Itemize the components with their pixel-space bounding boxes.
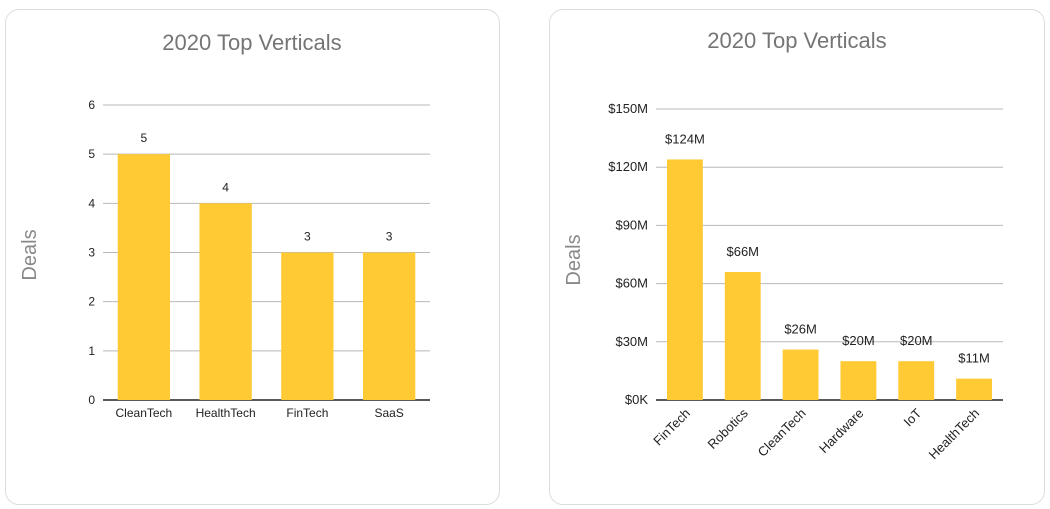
y-tick-label: 5 bbox=[88, 147, 95, 161]
y-tick-label: 1 bbox=[88, 344, 95, 358]
x-tick-label: HealthTech bbox=[196, 406, 256, 420]
x-tick-label: HealthTech bbox=[926, 406, 983, 463]
x-tick-label: IoT bbox=[900, 405, 924, 429]
data-label: $11M bbox=[958, 351, 990, 366]
y-tick-label: $60M bbox=[615, 276, 648, 291]
chart-title: 2020 Top Verticals bbox=[707, 28, 886, 53]
bar-cleantech bbox=[782, 349, 819, 400]
y-tick-label: 0 bbox=[88, 393, 95, 407]
y-tick-label: 4 bbox=[88, 196, 95, 210]
x-tick-label: SaaS bbox=[374, 406, 403, 420]
y-tick-label: $90M bbox=[615, 217, 648, 232]
data-label: $26M bbox=[784, 322, 817, 337]
data-label: $66M bbox=[726, 244, 759, 259]
x-tick-label: Hardware bbox=[816, 406, 866, 456]
y-tick-label: $150M bbox=[608, 101, 648, 116]
x-tick-label: Robotics bbox=[705, 405, 752, 452]
bar-robotics bbox=[724, 271, 761, 400]
x-tick-label: CleanTech bbox=[755, 406, 809, 460]
y-axis-label: Deals bbox=[563, 234, 585, 285]
bar-healthtech bbox=[199, 203, 252, 400]
y-tick-label: 6 bbox=[88, 98, 95, 112]
data-label: $124M bbox=[665, 131, 705, 146]
data-label: 4 bbox=[222, 180, 229, 194]
x-tick-label: FinTech bbox=[650, 406, 693, 449]
y-tick-label: $120M bbox=[608, 159, 648, 174]
bar-saas bbox=[362, 252, 416, 400]
data-label: $20M bbox=[842, 333, 875, 348]
data-label: $20M bbox=[900, 333, 933, 348]
chart-title: 2020 Top Verticals bbox=[162, 30, 341, 55]
bar-iot bbox=[898, 361, 935, 400]
y-tick-label: 3 bbox=[88, 246, 95, 260]
y-tick-label: 2 bbox=[88, 295, 95, 309]
bar-fintech bbox=[281, 252, 334, 400]
y-tick-label: $30M bbox=[615, 334, 648, 349]
x-tick-label: FinTech bbox=[286, 406, 328, 420]
deals-count-chart: 2020 Top Verticals Deals 0 1 2 3 4 5 6 5 CleanTe… bbox=[19, 30, 430, 420]
data-label: 5 bbox=[141, 131, 148, 145]
chart-card-deals-amount: 2020 Top Verticals Deals $0K $30M $60M $90M… bbox=[549, 9, 1045, 505]
data-label: 3 bbox=[304, 230, 311, 244]
y-tick-label: $0K bbox=[625, 392, 648, 407]
y-axis-label: Deals bbox=[19, 229, 41, 280]
bar-cleantech bbox=[117, 154, 171, 400]
chart-card-deals-count: 2020 Top Verticals Deals 0 1 2 3 4 5 6 5 CleanTe… bbox=[5, 9, 500, 505]
bar-healthtech bbox=[956, 378, 993, 400]
deals-amount-chart: 2020 Top Verticals Deals $0K $30M $60M $90M… bbox=[563, 28, 1003, 463]
bar-hardware bbox=[840, 361, 877, 400]
data-label: 3 bbox=[386, 230, 393, 244]
x-tick-label: CleanTech bbox=[116, 406, 173, 420]
bar-fintech bbox=[666, 159, 703, 400]
